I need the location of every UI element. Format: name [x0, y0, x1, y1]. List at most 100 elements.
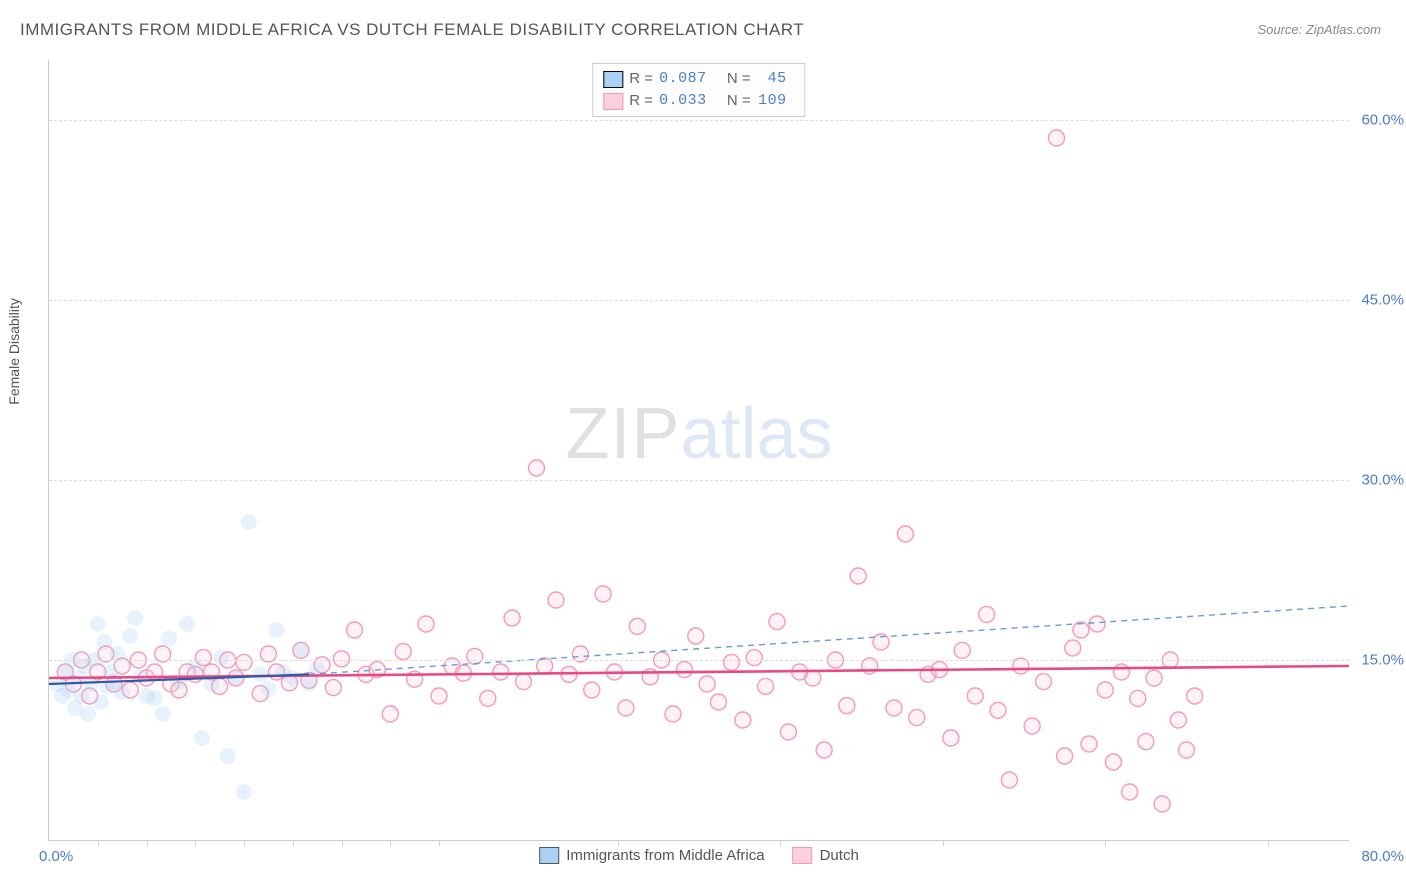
data-point — [220, 748, 236, 764]
y-tick-label: 30.0% — [1361, 472, 1404, 489]
data-point — [1036, 674, 1052, 690]
data-point — [516, 674, 532, 690]
data-point — [127, 610, 143, 626]
data-point — [769, 614, 785, 630]
x-tick-mark — [390, 840, 391, 846]
data-point — [595, 586, 611, 602]
data-point — [493, 664, 509, 680]
x-tick-mark — [1268, 840, 1269, 846]
data-point — [161, 630, 177, 646]
data-point — [1065, 640, 1081, 656]
data-point — [347, 622, 363, 638]
legend-swatch-a — [539, 847, 559, 864]
data-point — [1105, 754, 1121, 770]
data-point — [735, 712, 751, 728]
data-point — [584, 682, 600, 698]
swatch-series-b — [603, 93, 623, 110]
y-axis-label: Female Disability — [6, 298, 22, 405]
data-point — [96, 634, 112, 650]
gridline — [49, 480, 1349, 481]
gridline — [49, 300, 1349, 301]
data-point — [480, 690, 496, 706]
x-tick-mark — [195, 840, 196, 846]
data-point — [618, 700, 634, 716]
data-point — [967, 688, 983, 704]
data-point — [1057, 748, 1073, 764]
data-point — [301, 676, 317, 692]
data-point — [241, 514, 257, 530]
data-point — [114, 684, 130, 700]
data-point — [780, 724, 796, 740]
data-point — [179, 616, 195, 632]
data-point — [1073, 622, 1089, 638]
data-point — [954, 642, 970, 658]
data-point — [80, 706, 96, 722]
data-point — [676, 662, 692, 678]
x-tick-mark — [98, 840, 99, 846]
data-point — [688, 628, 704, 644]
data-point — [1114, 664, 1130, 680]
data-point — [839, 698, 855, 714]
data-point — [805, 670, 821, 686]
data-point — [213, 650, 229, 666]
n-value-a: 45 — [757, 68, 787, 90]
correlation-stats-box: R = 0.087 N = 45 R = 0.033 N = 109 — [592, 63, 805, 117]
data-point — [155, 706, 171, 722]
x-tick-mark — [147, 840, 148, 846]
data-point — [1179, 742, 1195, 758]
data-point — [236, 784, 252, 800]
data-point — [886, 700, 902, 716]
x-tick-mark — [439, 840, 440, 846]
scatter-svg — [49, 60, 1349, 840]
legend-swatch-b — [793, 847, 813, 864]
data-point — [395, 644, 411, 660]
data-point — [909, 710, 925, 726]
data-point — [147, 690, 163, 706]
data-point — [93, 694, 109, 710]
data-point — [382, 706, 398, 722]
stats-row-series-a: R = 0.087 N = 45 — [603, 68, 786, 90]
x-axis-min-label: 0.0% — [39, 848, 73, 865]
series-legend: Immigrants from Middle Africa Dutch — [539, 847, 859, 864]
data-point — [529, 460, 545, 476]
x-tick-mark — [943, 840, 944, 846]
data-point — [122, 628, 138, 644]
x-axis-max-label: 80.0% — [1361, 848, 1404, 865]
data-point — [816, 742, 832, 758]
data-point — [1001, 772, 1017, 788]
n-value-b: 109 — [757, 90, 787, 112]
data-point — [1130, 690, 1146, 706]
gridline — [49, 120, 1349, 121]
x-tick-mark — [1105, 840, 1106, 846]
data-point — [260, 681, 276, 697]
data-point — [269, 622, 285, 638]
data-point — [1024, 718, 1040, 734]
chart-title: IMMIGRANTS FROM MIDDLE AFRICA VS DUTCH F… — [20, 20, 804, 40]
data-point — [1170, 712, 1186, 728]
data-point — [285, 670, 301, 686]
data-point — [194, 730, 210, 746]
x-tick-mark — [293, 840, 294, 846]
data-point — [467, 648, 483, 664]
legend-item-a: Immigrants from Middle Africa — [539, 847, 764, 864]
data-point — [1122, 784, 1138, 800]
r-label-a: R = — [629, 68, 653, 90]
gridline — [49, 660, 1349, 661]
x-tick-mark — [342, 840, 343, 846]
data-point — [236, 654, 252, 670]
data-point — [1049, 130, 1065, 146]
legend-item-b: Dutch — [793, 847, 859, 864]
x-tick-mark — [618, 840, 619, 846]
data-point — [1081, 736, 1097, 752]
data-point — [629, 618, 645, 634]
data-point — [665, 706, 681, 722]
legend-label-b: Dutch — [820, 847, 859, 864]
r-value-a: 0.087 — [659, 68, 707, 90]
r-label-b: R = — [629, 90, 653, 112]
data-point — [711, 694, 727, 710]
data-point — [724, 654, 740, 670]
y-tick-label: 60.0% — [1361, 112, 1404, 129]
source-attribution: Source: ZipAtlas.com — [1257, 22, 1381, 37]
y-tick-label: 15.0% — [1361, 652, 1404, 669]
data-point — [850, 568, 866, 584]
